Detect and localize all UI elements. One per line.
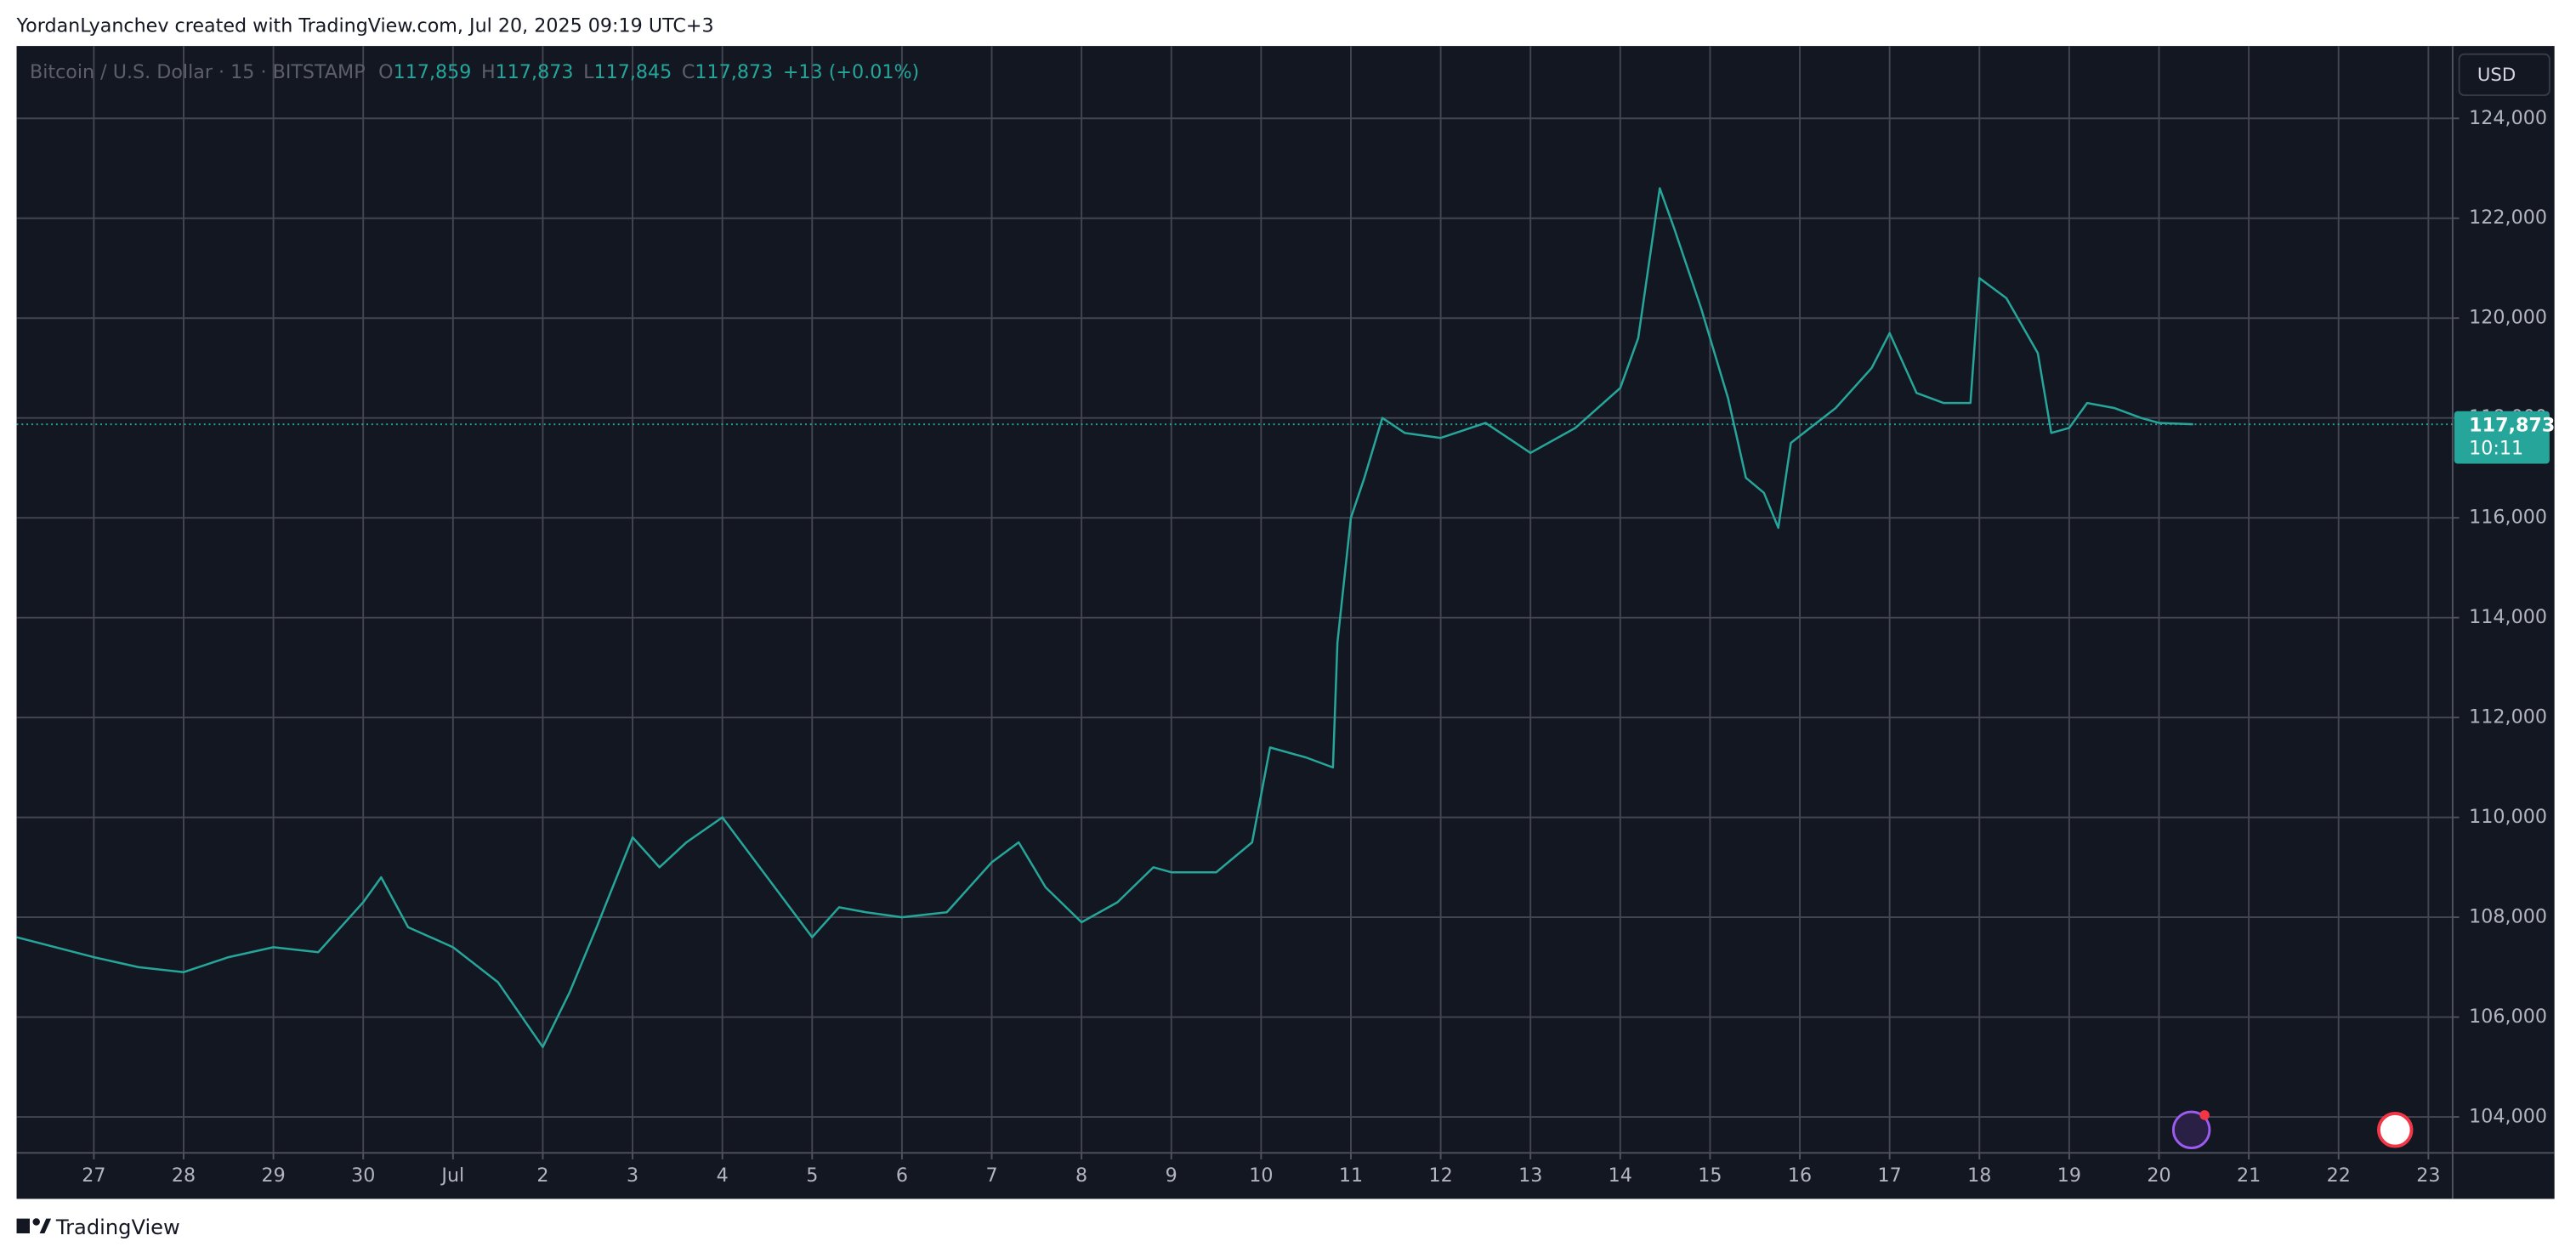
price-tag-countdown: 10:11 <box>2469 438 2523 460</box>
ohlc-value: 117,873 <box>496 61 574 83</box>
y-tick-label: 110,000 <box>2469 806 2547 828</box>
x-tick-label: 18 <box>1967 1164 1991 1187</box>
ohlc-value: 117,873 <box>695 61 773 83</box>
footer-text: TradingView <box>55 1216 180 1239</box>
x-tick-label: 11 <box>1339 1164 1363 1187</box>
currency-button[interactable] <box>2458 53 2550 97</box>
ohlc-key: C <box>682 61 695 83</box>
x-tick-label: 9 <box>1166 1164 1177 1187</box>
x-tick-label: 6 <box>896 1164 908 1187</box>
x-tick-label: 27 <box>82 1164 105 1187</box>
x-tick-label: 2 <box>536 1164 548 1187</box>
ohlc-value: 117,859 <box>394 61 472 83</box>
grid <box>16 46 2453 1153</box>
notification-dot <box>2199 1110 2210 1120</box>
y-tick-label: 120,000 <box>2469 307 2547 329</box>
price-tag-value: 117,873 <box>2469 415 2555 437</box>
x-tick-label: 14 <box>1609 1164 1632 1187</box>
y-tick-label: 104,000 <box>2469 1106 2547 1128</box>
x-tick-label: 19 <box>2057 1164 2081 1187</box>
ohlc-value: 117,845 <box>593 61 672 83</box>
plot <box>16 187 2453 1049</box>
x-tick-label: 10 <box>1249 1164 1273 1187</box>
x-tick-label: 12 <box>1428 1164 1452 1187</box>
y-tick-label: 122,000 <box>2469 207 2547 229</box>
y-tick-label: 108,000 <box>2469 906 2547 928</box>
x-tick-label: 16 <box>1788 1164 1812 1187</box>
price-line <box>16 187 2193 1049</box>
x-tick-label: 7 <box>985 1164 997 1187</box>
ohlc-key: L <box>583 61 594 83</box>
x-tick-label: 28 <box>172 1164 196 1187</box>
y-tick-label: 114,000 <box>2469 606 2547 628</box>
x-tick-label: 20 <box>2147 1164 2170 1187</box>
x-tick-label: 4 <box>717 1164 729 1187</box>
x-tick-label: 29 <box>261 1164 285 1187</box>
currency-label[interactable]: USD <box>2477 65 2516 86</box>
x-tick-label: 23 <box>2416 1164 2440 1187</box>
symbol-title: Bitcoin / U.S. Dollar · 15 · BITSTAMP <box>30 61 366 83</box>
event-icons <box>2171 1110 2414 1149</box>
x-tick-label: 5 <box>806 1164 818 1187</box>
x-tick-label: 15 <box>1698 1164 1722 1187</box>
price-tag <box>2454 411 2550 464</box>
x-tick-label: Jul <box>440 1164 464 1187</box>
labels: 104,000 106,000 108,000 110,000 112,000 114,0… <box>30 61 2555 1187</box>
chart-panel <box>16 46 2555 1199</box>
lightning-icon[interactable] <box>2171 1110 2211 1149</box>
ohlc-key: H <box>481 61 496 83</box>
logo-mark <box>16 1218 30 1234</box>
header: YordanLyanchev created with TradingView.… <box>16 14 714 37</box>
flag-icon[interactable] <box>2376 1112 2414 1148</box>
ohlc-key: O <box>378 61 393 83</box>
legend: Bitcoin / U.S. Dollar · 15 · BITSTAMP O11… <box>30 61 919 83</box>
x-tick-label: 8 <box>1075 1164 1087 1187</box>
x-tick-label: 30 <box>351 1164 375 1187</box>
x-tick-label: 3 <box>627 1164 638 1187</box>
y-tick-label: 116,000 <box>2469 507 2547 529</box>
footer-logo: TradingView <box>16 1216 180 1239</box>
logo-slash <box>39 1218 52 1234</box>
logo-dot <box>32 1218 40 1226</box>
y-tick-label: 112,000 <box>2469 706 2547 728</box>
y-tick-label: 106,000 <box>2469 1006 2547 1028</box>
y-tick-label: 124,000 <box>2469 107 2547 129</box>
x-tick-label: 22 <box>2327 1164 2351 1187</box>
x-tick-label: 21 <box>2237 1164 2261 1187</box>
change: +13 (+0.01%) <box>783 61 919 83</box>
x-tick-label: 13 <box>1518 1164 1542 1187</box>
x-tick-label: 17 <box>1878 1164 1902 1187</box>
